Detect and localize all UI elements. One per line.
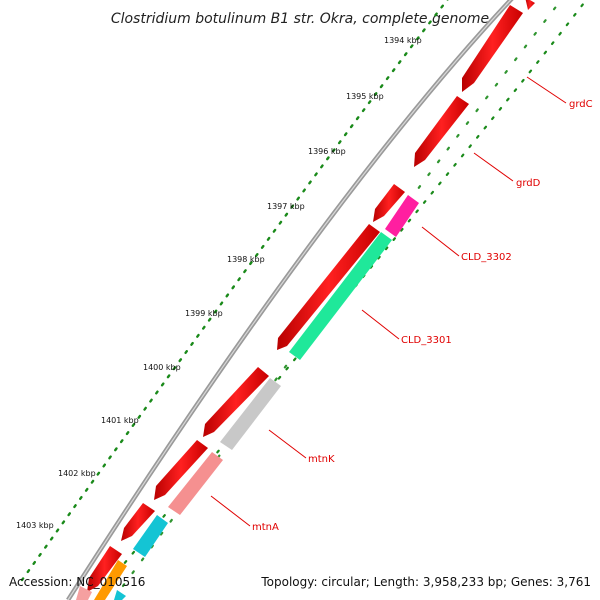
gene-arrow-red [87,546,122,592]
gene-cyan [133,515,168,557]
gene-features [76,0,535,600]
tick-label: 1399 kbp [185,309,223,318]
gene-label-grdc: grdC [569,99,593,110]
accession-text: Accession: NC_010516 [9,575,145,589]
gene-label-mtnk: mtnK [308,454,335,465]
gene-orange [94,560,127,600]
gene-pink-partial [76,586,92,600]
genome-backbone [66,0,514,600]
tick-label: 1395 kbp [346,92,384,101]
gene-arrow-red [525,0,535,10]
tick-label: 1396 kbp [308,147,346,156]
gene-arrow-red [277,224,380,350]
gene-arrow-red [462,5,523,92]
gene-label-mtna: mtnA [252,522,279,533]
gene-mtnk [220,378,281,450]
tick-label: 1402 kbp [58,469,96,478]
gene-arrow-red [373,184,405,222]
tick-labels: 1394 kbp 1395 kbp 1396 kbp 1397 kbp 1398… [16,36,422,530]
gene-arrow-red [154,440,208,500]
gene-labels: grdC grdD CLD_3302 CLD_3301 mtnK mtnA [252,99,593,533]
gene-label-grdd: grdD [516,178,541,189]
scale-dots [20,0,588,592]
gene-arrow-red [203,367,269,437]
tick-label: 1398 kbp [227,255,265,264]
gene-label-cld-3301: CLD_3301 [401,335,452,346]
gene-label-cld-3302: CLD_3302 [461,252,512,263]
genome-title: Clostridium botulinum B1 str. Okra, comp… [111,11,489,27]
label-leaders [210,76,567,527]
tick-label: 1394 kbp [384,36,422,45]
tick-label: 1403 kbp [16,521,54,530]
tick-label: 1397 kbp [267,202,305,211]
gene-cld-3302 [385,195,419,237]
gene-arrow-red [121,503,155,541]
gene-cld-3301 [289,232,392,360]
gene-arrow-red [414,96,469,167]
gene-mtna [168,452,223,515]
gene-cyan-2 [114,590,126,600]
tick-label: 1401 kbp [101,416,139,425]
tick-label: 1400 kbp [143,363,181,372]
genome-summary-text: Topology: circular; Length: 3,958,233 bp… [260,575,591,589]
